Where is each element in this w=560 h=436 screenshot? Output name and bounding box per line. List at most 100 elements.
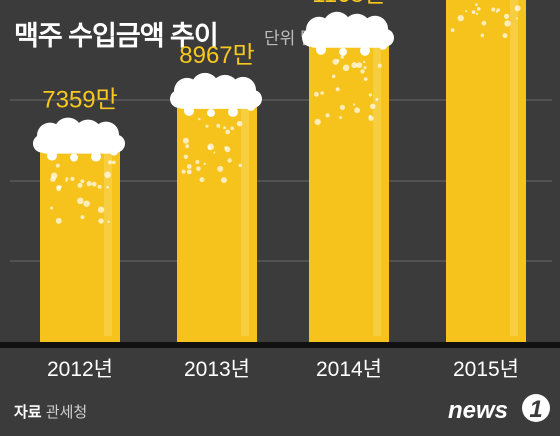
bubble — [83, 200, 90, 207]
bubble — [186, 169, 192, 175]
foam-bubble — [170, 89, 188, 108]
bubble — [331, 74, 336, 79]
bubble — [491, 7, 496, 12]
bubble — [196, 166, 201, 172]
bubble — [183, 154, 189, 159]
value-label: 1168만 — [312, 0, 386, 8]
logo-mark-text: 1 — [529, 396, 542, 423]
bubble — [203, 162, 206, 166]
bubble — [225, 129, 231, 135]
beer-highlight — [241, 102, 249, 337]
logo-mark-icon — [522, 394, 550, 422]
category-label: 2013년 — [184, 358, 250, 381]
bubble — [65, 179, 68, 182]
bubble — [181, 169, 186, 174]
bubble — [227, 158, 232, 163]
bubble — [108, 160, 112, 165]
bubble — [450, 28, 455, 32]
bubble — [475, 12, 479, 16]
category-label: 2014년 — [316, 358, 382, 381]
bubble — [363, 60, 366, 64]
bubble — [503, 13, 510, 20]
value-label: 7359만 — [42, 87, 117, 114]
bubble — [223, 126, 227, 130]
bubble — [502, 33, 508, 39]
bubble — [471, 10, 476, 15]
bubble — [340, 55, 344, 59]
bubble — [111, 160, 116, 165]
bubble — [368, 114, 372, 118]
bubble — [65, 177, 69, 181]
foam-bubble — [302, 28, 320, 47]
page-title: 맥주 수입금액 추이 — [14, 21, 219, 51]
foam-drip — [207, 108, 215, 117]
baseline — [0, 342, 560, 348]
bubble — [77, 182, 83, 188]
bubble — [377, 63, 382, 68]
bubble — [342, 64, 350, 72]
foam-drip — [228, 106, 238, 117]
foam-drip — [47, 150, 57, 161]
bubble — [86, 181, 92, 187]
foam-drip — [110, 147, 118, 156]
bubble — [213, 151, 216, 154]
bubble — [207, 146, 212, 150]
foam-bubble — [244, 89, 262, 108]
bubble — [104, 171, 111, 179]
beer-highlight — [104, 147, 112, 336]
foam-bubble — [107, 134, 125, 153]
foam-drip — [379, 41, 387, 50]
bubble — [339, 104, 345, 110]
bubble — [70, 176, 75, 181]
bubble — [351, 62, 358, 69]
news1-logo: news 1 — [448, 394, 550, 424]
foam-head — [170, 72, 262, 117]
bubble — [236, 120, 243, 127]
bubble — [107, 220, 110, 223]
bubble — [59, 185, 62, 189]
bubble — [199, 177, 205, 183]
bubble — [55, 163, 60, 168]
foam-head — [302, 11, 394, 56]
foam-drip — [247, 102, 255, 111]
source-key: 자료 — [14, 404, 42, 421]
foam-bubble — [33, 134, 51, 153]
foam-drip — [70, 153, 78, 162]
beer-glass-bar — [170, 72, 262, 343]
category-label: 2015년 — [453, 358, 519, 381]
bubble — [496, 8, 501, 12]
foam-drip — [339, 47, 347, 56]
foam-drip — [184, 105, 194, 116]
bubble — [50, 206, 54, 210]
foam-bubble — [376, 28, 394, 47]
bubble — [198, 117, 201, 121]
bubble — [97, 206, 105, 213]
logo-text: news — [448, 397, 508, 424]
bubble — [195, 160, 200, 164]
bubble — [80, 215, 85, 220]
bubble — [55, 217, 62, 224]
bubble — [238, 163, 242, 168]
bubble — [217, 165, 224, 172]
bubble — [375, 98, 379, 101]
bubble — [476, 6, 481, 11]
foam-drip — [316, 44, 326, 55]
bubble — [205, 124, 209, 128]
beer-glass-bar — [446, 0, 526, 342]
bubble — [50, 176, 56, 182]
bubble — [516, 17, 519, 20]
bubble — [320, 91, 324, 95]
bubble — [475, 3, 478, 6]
bubble — [354, 107, 360, 114]
bubble — [98, 218, 104, 224]
foam-drip — [360, 45, 370, 56]
bubble — [80, 179, 85, 184]
bubble — [356, 62, 363, 69]
bubble — [224, 146, 228, 150]
bubble — [325, 113, 330, 118]
bubble — [465, 10, 468, 13]
value-label: 8967만 — [179, 42, 254, 69]
foam-head — [33, 117, 125, 162]
